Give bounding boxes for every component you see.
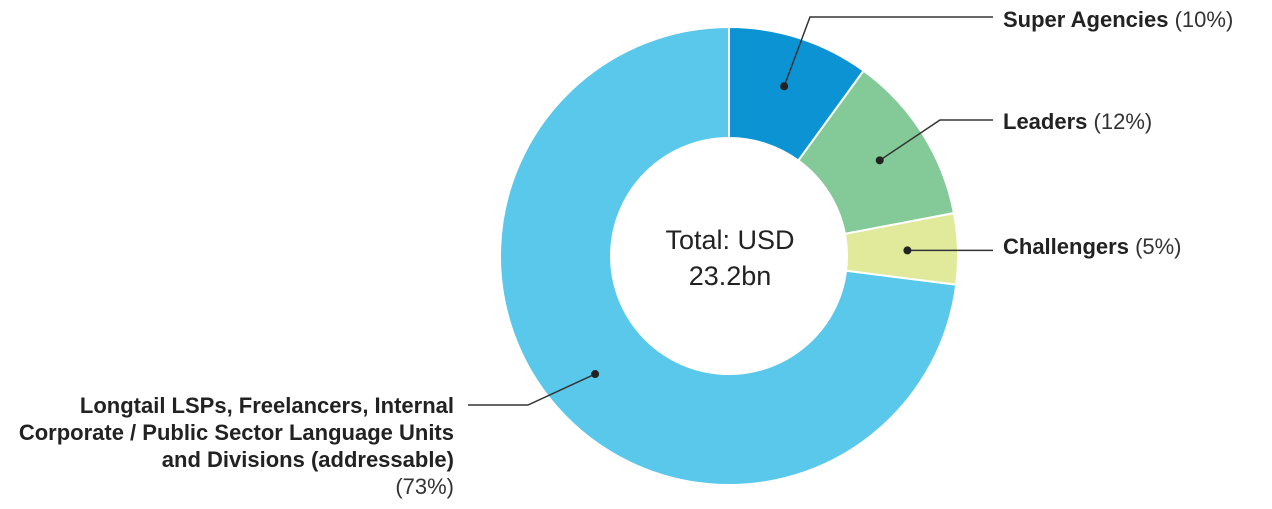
- label-challengers: Challengers (5%): [1003, 234, 1182, 260]
- leader-dot-3: [591, 370, 600, 379]
- label-name: Challengers: [1003, 234, 1129, 259]
- donut-slices: [499, 25, 959, 486]
- leader-lines: [468, 16, 993, 406]
- donut-slice-3: [499, 25, 958, 486]
- label-name: Longtail LSPs, Freelancers, Internal Cor…: [18, 393, 454, 472]
- label-leaders: Leaders (12%): [1003, 109, 1152, 135]
- leader-dot-1: [875, 156, 884, 165]
- leader-dot-2: [903, 246, 912, 255]
- leader-line-3: [468, 373, 596, 406]
- center-label-line2: 23.2bn: [688, 261, 772, 291]
- label-super-agencies: Super Agencies (10%): [1003, 7, 1233, 33]
- label-percent: (12%): [1093, 109, 1153, 134]
- leader-line-1: [879, 119, 993, 161]
- leader-dot-0: [780, 82, 789, 91]
- label-percent: (10%): [1174, 7, 1234, 32]
- label-percent: (73%): [395, 474, 454, 499]
- label-longtail: Longtail LSPs, Freelancers, Internal Cor…: [0, 392, 454, 500]
- label-name: Leaders: [1003, 109, 1088, 134]
- center-label-line1: Total: USD: [665, 225, 795, 255]
- donut-center-label: Total: USD 23.2bn: [620, 222, 840, 294]
- label-name: Super Agencies: [1003, 7, 1169, 32]
- label-percent: (5%): [1135, 234, 1182, 259]
- leader-line-0: [783, 16, 993, 87]
